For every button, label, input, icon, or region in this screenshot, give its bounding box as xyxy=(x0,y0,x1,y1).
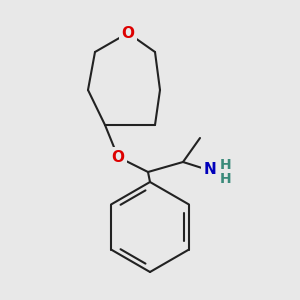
Text: O: O xyxy=(112,149,124,164)
Text: H: H xyxy=(220,158,232,172)
Text: O: O xyxy=(122,26,134,40)
Text: N: N xyxy=(204,163,216,178)
Text: H: H xyxy=(220,172,232,186)
